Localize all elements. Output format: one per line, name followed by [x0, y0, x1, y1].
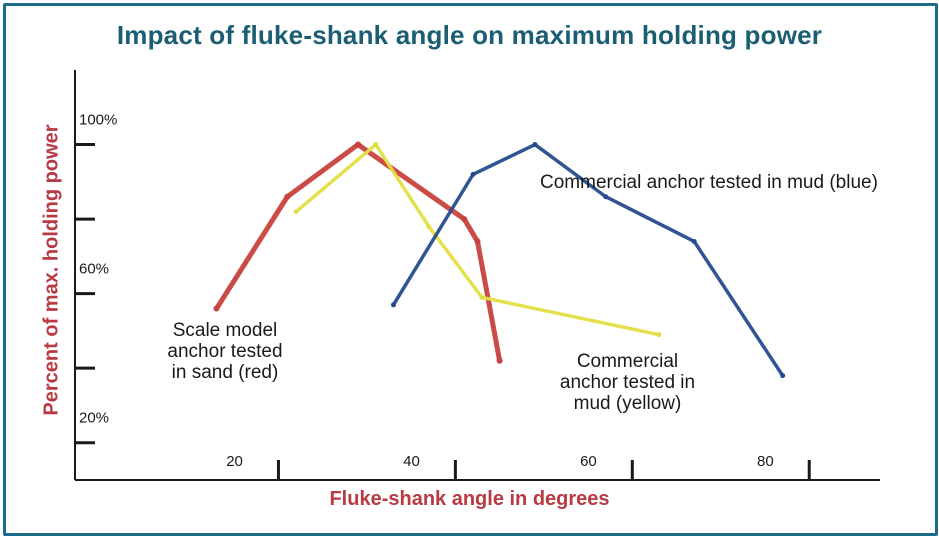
series-point-1 — [474, 238, 481, 245]
series-point-3 — [691, 238, 697, 244]
annotation-line: Scale model — [172, 320, 278, 341]
annotation-line: Commercial anchor tested in mud (blue) — [540, 172, 878, 193]
series-point-2 — [479, 294, 485, 300]
annotation-line: mud (yellow) — [573, 393, 682, 414]
annotation-line: anchor tested in — [559, 372, 696, 393]
y-tick-label: 20% — [79, 410, 109, 427]
annotation-mud-blue: Commercial anchor tested in mud (blue) — [540, 172, 892, 193]
axes: 100% 60% 20% 20 40 60 80 — [74, 70, 880, 481]
x-tick-label: 80 — [757, 453, 774, 470]
chart-frame — [3, 3, 938, 536]
y-tick-label: 100% — [79, 112, 117, 129]
series-line-3 — [391, 142, 785, 378]
series-line-1 — [214, 142, 503, 364]
series-point-3 — [603, 194, 609, 200]
series-point-2 — [426, 224, 432, 230]
series-point-1 — [461, 216, 468, 223]
annotation-mud-yellow: Commercial anchor tested in mud (yellow) — [545, 351, 710, 414]
series-point-3 — [390, 302, 396, 308]
series-point-2 — [373, 142, 379, 148]
x-tick-label: 40 — [403, 453, 420, 470]
series-point-2 — [293, 209, 299, 215]
series-layer — [213, 141, 786, 379]
series-point-3 — [780, 373, 786, 379]
x-tick-label: 20 — [226, 453, 243, 470]
series-point-3 — [532, 142, 538, 148]
series-point-1 — [496, 357, 503, 364]
series-point-3 — [470, 171, 476, 177]
annotation-sand-red: Scale model anchor tested in sand (red) — [150, 320, 300, 383]
series-point-1 — [355, 141, 362, 148]
annotation-line: in sand (red) — [171, 362, 279, 383]
series-point-1 — [213, 305, 220, 312]
annotation-line: anchor tested — [167, 341, 283, 362]
y-tick-label: 60% — [79, 261, 109, 278]
series-point-1 — [284, 193, 291, 200]
annotation-line: Commercial — [576, 351, 679, 372]
x-axis-label: Fluke-shank angle in degrees — [329, 488, 610, 510]
x-tick-label: 60 — [580, 453, 597, 470]
series-point-2 — [656, 332, 662, 338]
chart-title: Impact of fluke-shank angle on maximum h… — [116, 20, 823, 50]
